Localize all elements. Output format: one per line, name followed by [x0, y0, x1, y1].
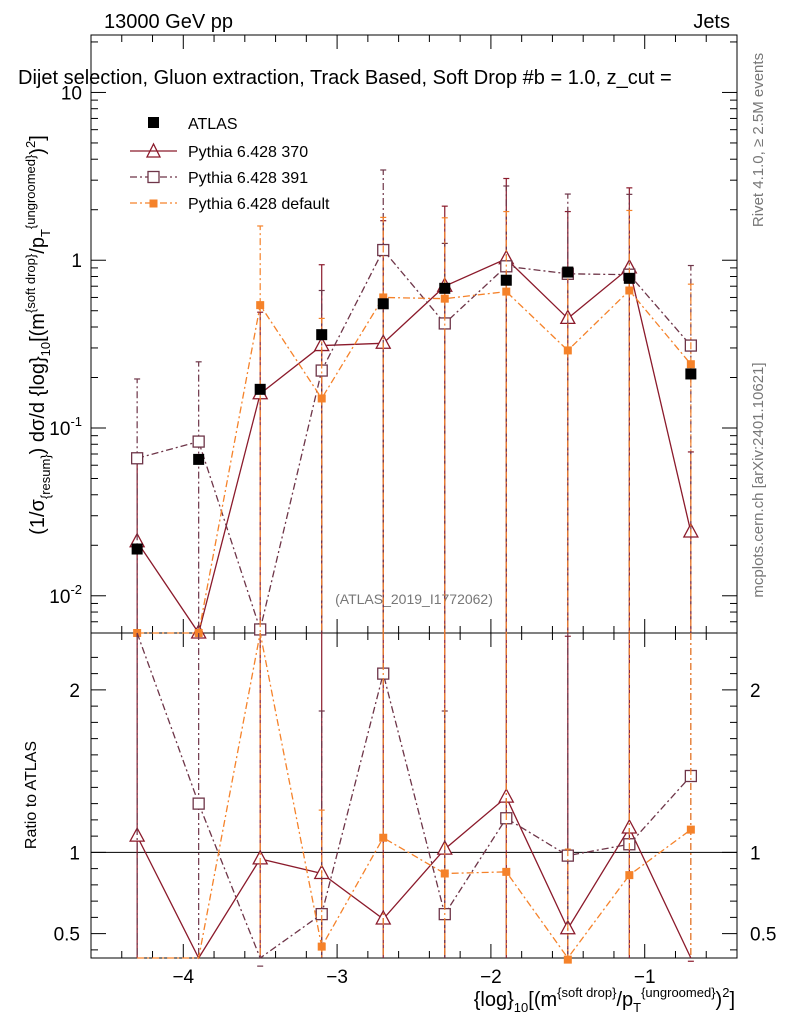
point-atlas — [623, 272, 635, 284]
ratio-point-p391 — [192, 797, 205, 810]
ratio-line-p370 — [136, 796, 692, 960]
x-axis-label: {log}10[(m{soft drop}/pT{ungroomed})2] — [474, 985, 735, 1015]
point-p391 — [130, 452, 144, 465]
y-tick-label: 10 — [61, 83, 82, 104]
x-tick-label: −3 — [326, 967, 348, 988]
x-tick-label: −2 — [480, 967, 502, 988]
point-pdef — [625, 286, 634, 295]
legend-marker-p391 — [147, 170, 160, 184]
point-pdef — [686, 360, 695, 369]
series-line-p391 — [136, 248, 692, 632]
legend-label-p370: Pythia 6.428 370 — [188, 144, 308, 161]
ratio-point-pdef — [440, 869, 449, 878]
x-tick-label: −1 — [634, 967, 656, 988]
legend-label-atlas: ATLAS — [188, 116, 238, 133]
ratio-point-pdef — [502, 867, 511, 876]
point-atlas — [500, 274, 512, 286]
data-marks — [129, 169, 699, 967]
analysis-watermark: (ATLAS_2019_I1772062) — [335, 591, 493, 607]
ratio-point-pdef — [379, 833, 388, 842]
point-atlas — [193, 453, 205, 465]
plot-title: Dijet selection, Gluon extraction, Track… — [18, 67, 672, 89]
legend: ATLAS Pythia 6.428 370 Pythia 6.428 391 … — [130, 116, 330, 213]
point-atlas — [254, 383, 266, 395]
series-line-p370 — [136, 258, 692, 635]
point-atlas — [439, 282, 451, 294]
ratio-line-pdef — [137, 632, 692, 960]
y-ratio-tick-label-right: 1 — [750, 843, 761, 864]
point-p391 — [192, 435, 205, 448]
point-pdef — [563, 346, 572, 355]
y-ratio-tick-label: 1 — [69, 843, 80, 864]
point-pdef — [256, 301, 265, 310]
point-atlas — [316, 329, 328, 341]
ratio-point-pdef — [686, 825, 695, 834]
x-tick-label: −4 — [172, 967, 194, 988]
process-label: Jets — [693, 11, 730, 33]
point-atlas — [377, 298, 389, 310]
energy-label: 13000 GeV pp — [104, 11, 233, 33]
y-tick-label: 10-1 — [49, 414, 82, 440]
rivet-label: Rivet 4.1.0, ≥ 2.5M events — [750, 53, 767, 227]
legend-marker-pdef — [149, 199, 158, 208]
ratio-plot-frame — [90, 632, 738, 959]
y-ratio-tick-label-right: 0.5 — [750, 925, 776, 946]
ratio-point-pdef — [317, 942, 326, 951]
y-tick-label: 10-2 — [49, 582, 82, 608]
legend-label-p391: Pythia 6.428 391 — [188, 170, 308, 187]
point-pdef — [317, 394, 326, 403]
y-axis-label-main: (1/σ{resum}) dσ/d {log}10[(m{soft drop}/… — [23, 135, 53, 535]
site-label: mcplots.cern.ch [arXiv:2401.10621] — [750, 362, 767, 597]
point-pdef — [440, 294, 449, 303]
y-ratio-tick-label-right: 2 — [750, 681, 761, 702]
ratio-line-p391 — [136, 632, 692, 960]
point-atlas — [131, 543, 143, 555]
legend-marker-atlas — [148, 117, 159, 128]
legend-marker-p370 — [145, 142, 162, 158]
y-axis-label-ratio: Ratio to ATLAS — [23, 741, 40, 849]
series-line-pdef — [137, 289, 692, 634]
point-pdef — [502, 287, 511, 296]
ratio-point-pdef — [563, 955, 572, 964]
point-atlas — [562, 266, 574, 278]
point-atlas — [685, 368, 697, 380]
y-ratio-tick-label: 0.5 — [54, 925, 80, 946]
point-pdef — [379, 293, 388, 302]
y-tick-label: 1 — [71, 251, 82, 272]
ratio-point-pdef — [625, 871, 634, 880]
legend-label-pdef: Pythia 6.428 default — [188, 196, 330, 213]
y-ratio-tick-label: 2 — [69, 681, 80, 702]
